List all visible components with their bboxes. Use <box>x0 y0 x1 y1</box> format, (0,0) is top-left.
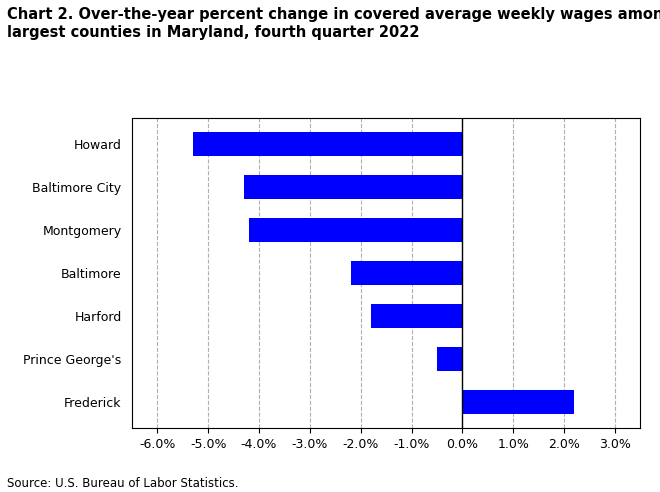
Bar <box>350 261 462 285</box>
Text: Chart 2. Over-the-year percent change in covered average weekly wages among the
: Chart 2. Over-the-year percent change in… <box>7 7 660 40</box>
Bar <box>371 304 462 328</box>
Bar <box>249 218 462 242</box>
Bar <box>437 347 462 371</box>
Bar <box>462 390 574 414</box>
Text: Source: U.S. Bureau of Labor Statistics.: Source: U.S. Bureau of Labor Statistics. <box>7 477 238 490</box>
Bar <box>193 132 462 156</box>
Bar <box>244 175 462 199</box>
